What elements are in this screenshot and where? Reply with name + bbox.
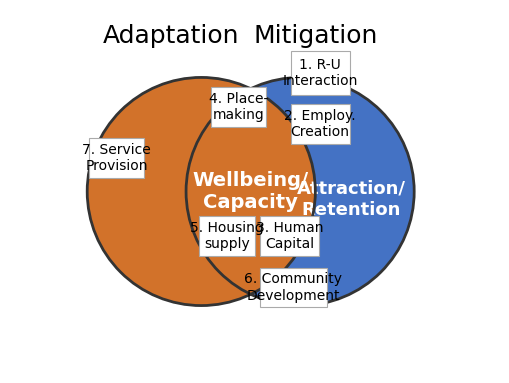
Text: 2. Employ.
Creation: 2. Employ. Creation	[284, 109, 356, 139]
FancyBboxPatch shape	[260, 268, 327, 308]
FancyBboxPatch shape	[260, 216, 319, 256]
Circle shape	[186, 77, 414, 306]
FancyBboxPatch shape	[211, 87, 266, 127]
Text: 5. Housing
supply: 5. Housing supply	[190, 221, 264, 251]
Text: 6. Community
Development: 6. Community Development	[244, 272, 343, 303]
Text: 4. Place-
making: 4. Place- making	[209, 92, 268, 122]
Text: 7. Service
Provision: 7. Service Provision	[82, 143, 151, 173]
FancyBboxPatch shape	[291, 51, 350, 95]
Text: Wellbeing/
Capacity: Wellbeing/ Capacity	[192, 171, 309, 212]
Text: Attraction/
Retention: Attraction/ Retention	[297, 180, 406, 219]
Text: Adaptation: Adaptation	[103, 24, 239, 47]
FancyBboxPatch shape	[291, 104, 350, 144]
Text: Mitigation: Mitigation	[253, 24, 378, 47]
FancyBboxPatch shape	[200, 216, 254, 256]
Text: 3. Human
Capital: 3. Human Capital	[256, 221, 323, 251]
Circle shape	[87, 77, 316, 306]
Text: 1. R-U
Interaction: 1. R-U Interaction	[282, 57, 358, 88]
FancyBboxPatch shape	[89, 138, 144, 178]
